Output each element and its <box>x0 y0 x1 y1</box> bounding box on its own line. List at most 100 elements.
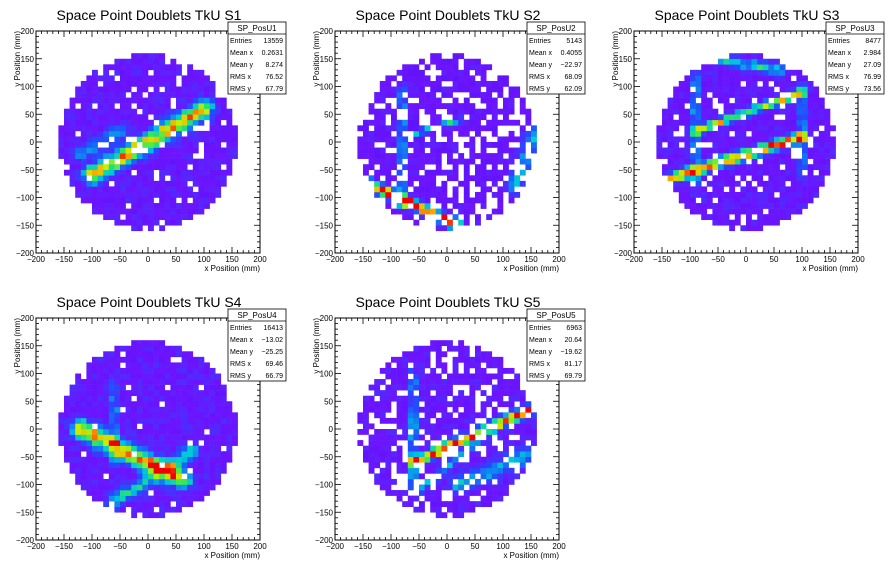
heatmap-cell <box>363 130 369 137</box>
heatmap-cell <box>734 214 741 220</box>
heatmap-cell <box>508 384 515 391</box>
heatmap-cell <box>80 169 87 176</box>
heatmap-cell <box>396 125 403 132</box>
heatmap-cell <box>103 356 110 363</box>
y-axis-label: y Position (mm) <box>312 31 321 87</box>
x-tick-label: 200 <box>253 255 267 264</box>
heatmap-cell <box>368 384 375 391</box>
heatmap-cell <box>407 125 414 132</box>
heatmap-cell <box>402 429 409 435</box>
heatmap-cell <box>103 490 110 496</box>
heatmap-cell <box>740 125 747 132</box>
heatmap-cell <box>153 147 160 154</box>
heatmap-cell <box>80 164 87 171</box>
heatmap-cell <box>148 412 154 419</box>
heatmap-cell <box>768 203 775 209</box>
heatmap-cell <box>441 412 448 419</box>
heatmap-cell <box>108 395 115 402</box>
heatmap-cell <box>131 180 138 187</box>
heatmap-cell <box>131 501 138 507</box>
heatmap-cell <box>192 373 199 380</box>
heatmap-cell <box>413 395 420 402</box>
heatmap-cell <box>656 125 663 132</box>
heatmap-cell <box>120 64 126 71</box>
heatmap-cell <box>198 401 205 408</box>
stats-value: 0.2631 <box>262 50 284 57</box>
axis-ticks <box>334 30 560 254</box>
heatmap-cell <box>136 356 143 363</box>
heatmap-cell <box>374 379 381 385</box>
heatmap-cell <box>508 401 515 408</box>
heatmap-cell <box>120 130 126 137</box>
heatmap-cell <box>148 478 154 485</box>
heatmap-cell <box>108 92 115 98</box>
heatmap-cell <box>379 429 386 435</box>
heatmap-cell <box>80 395 87 402</box>
heatmap-cell <box>396 180 403 187</box>
heatmap-cell <box>757 119 764 126</box>
heatmap-cell <box>746 180 752 187</box>
heatmap-cell <box>480 351 487 358</box>
heatmap-cell <box>762 58 769 65</box>
heatmap-cell <box>452 356 459 363</box>
heatmap-cell <box>413 362 420 369</box>
heatmap-cell <box>402 119 409 126</box>
heatmap-cell <box>209 451 216 458</box>
heatmap-cell <box>497 423 504 430</box>
heatmap-cell <box>209 125 216 132</box>
heatmap-cell <box>374 434 381 441</box>
x-tick-label: 150 <box>524 542 538 551</box>
heatmap-cell <box>480 203 487 209</box>
heatmap-cell <box>69 169 76 176</box>
heatmap-cell <box>447 467 453 474</box>
plot-title: Space Point Doublets TkU S4 <box>57 294 242 310</box>
heatmap-cell <box>69 180 76 187</box>
heatmap-cell <box>164 186 171 193</box>
heatmap-cell <box>430 434 437 441</box>
heatmap-cell <box>92 75 98 82</box>
heatmap-cell <box>58 429 65 435</box>
heatmap-cell <box>458 208 465 215</box>
heatmap-cell <box>148 219 154 226</box>
heatmap-cell <box>75 191 82 198</box>
heatmap-cell <box>785 80 792 87</box>
heatmap-cell <box>729 86 736 93</box>
heatmap-cell <box>740 147 747 154</box>
heatmap-cell <box>430 169 437 176</box>
heatmap-cell <box>463 203 470 209</box>
heatmap-cell <box>690 75 696 82</box>
heatmap-cell <box>396 80 403 87</box>
heatmap-cell <box>407 175 414 182</box>
heatmap-cell <box>419 164 425 171</box>
heatmap-cell <box>148 467 154 474</box>
heatmap-cell <box>142 130 149 137</box>
heatmap-cell <box>148 208 154 215</box>
heatmap-cell <box>497 119 504 126</box>
heatmap-cell <box>796 97 803 104</box>
heatmap-cell <box>458 501 465 507</box>
heatmap-cell <box>813 180 820 187</box>
heatmap-cell <box>114 490 121 496</box>
heatmap-cell <box>695 147 702 154</box>
heatmap-cell <box>701 203 708 209</box>
heatmap-cell <box>435 58 442 65</box>
heatmap-cell <box>108 490 115 496</box>
heatmap-cell <box>120 197 126 204</box>
heatmap-cell <box>97 390 104 396</box>
heatmap-cell <box>729 158 736 165</box>
heatmap-cell <box>204 180 210 187</box>
heatmap-cell <box>226 401 233 408</box>
heatmap-cell <box>435 208 442 215</box>
heatmap-cell <box>447 462 453 469</box>
heatmap-cell <box>159 75 166 82</box>
heatmap-cell <box>723 125 730 132</box>
heatmap-cell <box>503 473 509 480</box>
plot-title: Space Point Doublets TkU S5 <box>356 294 541 310</box>
heatmap-cell <box>762 69 769 76</box>
heatmap-cell <box>125 434 132 441</box>
heatmap-cell <box>447 169 453 176</box>
heatmap-cell <box>402 417 409 424</box>
heatmap-cell <box>136 445 143 452</box>
x-tick-label: −50 <box>412 255 426 264</box>
heatmap-cell <box>486 451 493 458</box>
